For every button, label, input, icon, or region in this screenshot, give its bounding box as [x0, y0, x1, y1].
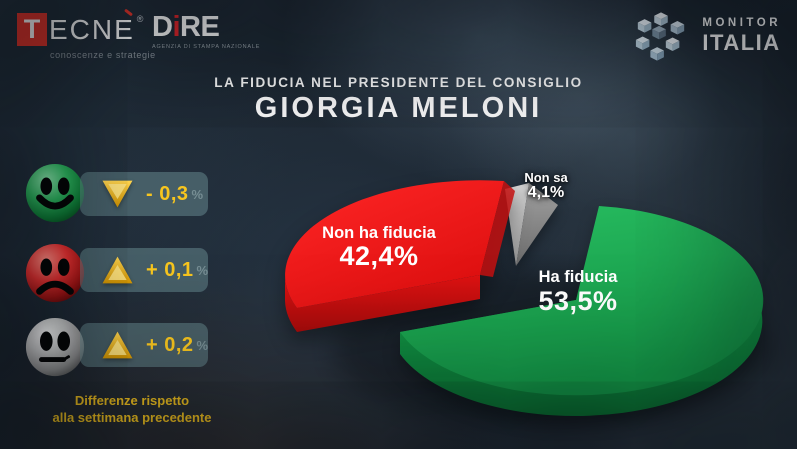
slice-label-nonsa: Non sa — [524, 170, 568, 185]
dire-tagline: AGENZIA DI STAMPA NAZIONALE — [152, 44, 261, 50]
chart-kicker: LA FIDUCIA NEL PRESIDENTE DEL CONSIGLIO — [214, 75, 583, 90]
cubes-icon — [636, 12, 685, 61]
delta-row-positive: - 0,3 % — [24, 162, 208, 224]
dire-d: D — [152, 11, 173, 43]
monitor-italia-text: MONITOR ITALIA — [702, 17, 781, 56]
page-title: GIORGIA MELONI — [254, 92, 543, 124]
delta-row-negative: + 0,1 % — [24, 242, 208, 304]
delta-panel: + 0,2 % — [80, 323, 208, 367]
caption-line1: Differenze rispetto — [74, 393, 190, 408]
pie-slice-hafiducia — [400, 206, 764, 416]
happy-face-icon — [25, 163, 85, 223]
slice-value-nonsa: 4,1% — [527, 184, 565, 201]
dire-logo: DiRE AGENZIA DI STAMPA NAZIONALE — [152, 11, 260, 50]
deltas-caption: Differenze rispetto alla settimana prece… — [18, 392, 246, 426]
monitor-italia-logo: MONITOR ITALIA — [629, 8, 781, 64]
triangle-up-icon — [102, 256, 133, 284]
delta-unit: % — [196, 262, 209, 278]
slice-label-nonhafiducia: Non ha fiducia — [322, 224, 436, 242]
neutral-face-icon — [25, 317, 85, 377]
italia-line: ITALIA — [702, 29, 781, 55]
tecne-logo-t-box: T — [17, 13, 47, 46]
pie-slice-nonhafiducia — [285, 180, 515, 332]
sad-face-icon — [25, 243, 85, 303]
delta-panel: + 0,1 % — [80, 248, 208, 292]
monitor-line: MONITOR — [702, 16, 781, 29]
registered-mark: ® — [136, 14, 144, 24]
delta-unit: % — [191, 186, 204, 202]
delta-row-neutral: + 0,2 % — [24, 316, 208, 378]
delta-unit: % — [196, 337, 209, 353]
tecne-logo: T ECNE ® conoscenze e strategie — [17, 8, 155, 60]
tecne-logo-text: ECNE — [49, 8, 135, 46]
triangle-up-icon — [102, 331, 133, 359]
dire-logo-text: DiRE — [152, 11, 260, 43]
dire-i: i — [172, 11, 181, 43]
delta-value: + 0,1 — [146, 258, 194, 281]
tecne-letters: ECNE — [49, 14, 135, 45]
dire-re: RE — [180, 11, 220, 43]
delta-panel: - 0,3 % — [80, 172, 208, 216]
slice-value-nonhafiducia: 42,4% — [339, 241, 419, 271]
slice-value-hafiducia: 53,5% — [538, 286, 618, 316]
delta-value: - 0,3 — [146, 182, 189, 205]
triangle-down-icon — [102, 180, 133, 208]
tecne-tagline: conoscenze e strategie — [50, 50, 156, 60]
caption-line2: alla settimana precedente — [52, 410, 212, 426]
delta-value: + 0,2 — [146, 333, 194, 356]
slice-label-hafiducia: Ha fiducia — [538, 268, 618, 286]
